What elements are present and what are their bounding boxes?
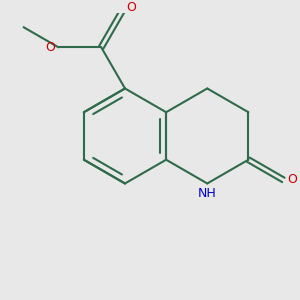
Text: O: O [126, 1, 136, 14]
Text: O: O [287, 173, 297, 186]
Text: NH: NH [198, 187, 217, 200]
Text: O: O [45, 41, 55, 54]
